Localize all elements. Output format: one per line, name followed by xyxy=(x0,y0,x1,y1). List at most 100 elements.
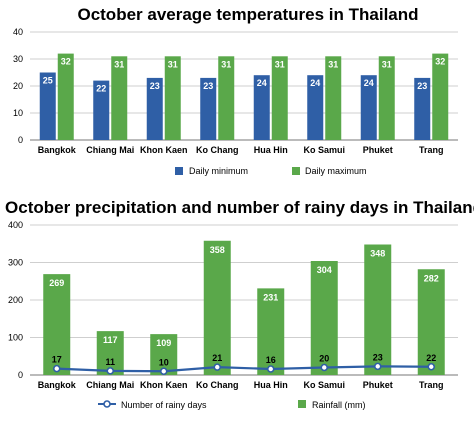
rainy-days-value-label: 16 xyxy=(266,355,276,365)
temperature-y-tick-label: 10 xyxy=(13,108,23,118)
bar-value-label: 109 xyxy=(156,338,171,348)
rainy-days-value-label: 17 xyxy=(52,355,62,365)
temperature-x-tick-hua-hin: Hua Hin xyxy=(254,145,288,155)
temperature-bars: 25 32 22 31 23 31 23 31 24 31 24 31 24 31 23 32 xyxy=(39,53,449,140)
temperature-x-tick-ko-samui: Ko Samui xyxy=(303,145,345,155)
bar-value-label: 31 xyxy=(382,59,392,69)
bar-value-label: 23 xyxy=(150,81,160,91)
precipitation-x-tick-phuket: Phuket xyxy=(363,380,393,390)
temperature-x-axis: Bangkok Chiang Mai Khon Kaen Ko Chang Hua Hi… xyxy=(38,145,444,155)
legend-marker-rainy-days xyxy=(103,400,111,408)
bar-daily-minimum-trang xyxy=(414,77,431,140)
rainy-days-value-label: 21 xyxy=(212,353,222,363)
rainfall-bars: 269 117 109 358 231 304 348 282 xyxy=(43,240,445,375)
bar-value-label: 24 xyxy=(257,78,267,88)
bar-value-label: 24 xyxy=(310,78,320,88)
bar-value-label: 31 xyxy=(114,59,124,69)
rainy-days-value-label: 22 xyxy=(426,353,436,363)
rainy-days-point-chiang-mai xyxy=(106,367,115,375)
precipitation-y-tick-label: 200 xyxy=(8,295,23,305)
temperature-x-tick-ko-chang: Ko Chang xyxy=(196,145,239,155)
precipitation-x-tick-ko-samui: Ko Samui xyxy=(303,380,345,390)
bar-rainfall-phuket xyxy=(364,244,392,375)
rainy-days-value-label: 20 xyxy=(319,354,329,364)
rainy-days-point-hua-hin xyxy=(266,365,275,373)
bar-rainfall-trang xyxy=(417,269,445,375)
legend-label-rainy-days: Number of rainy days xyxy=(121,400,207,410)
bar-value-label: 31 xyxy=(328,59,338,69)
bar-daily-maximum-phuket xyxy=(378,56,395,140)
precipitation-x-tick-ko-chang: Ko Chang xyxy=(196,380,239,390)
bar-daily-minimum-phuket xyxy=(360,75,377,140)
bar-value-label: 24 xyxy=(364,78,374,88)
precipitation-legend: Number of rainy days Rainfall (mm) xyxy=(98,400,366,410)
precipitation-y-axis: 0 100 200 300 400 xyxy=(8,220,23,380)
rainy-days-point-trang xyxy=(427,362,436,371)
precipitation-y-tick-label: 300 xyxy=(8,258,23,268)
bar-rainfall-ko-chang xyxy=(203,240,231,375)
temperature-y-tick-label: 40 xyxy=(13,27,23,37)
bar-rainfall-bangkok xyxy=(43,274,71,375)
precipitation-chart-title: October precipitation and number of rain… xyxy=(5,198,474,217)
bar-daily-minimum-khon-kaen xyxy=(146,77,163,140)
bar-daily-minimum-ko-chang xyxy=(200,77,217,140)
bar-value-label: 231 xyxy=(263,292,278,302)
temperature-x-tick-khon-kaen: Khon Kaen xyxy=(140,145,188,155)
precipitation-y-tick-label: 100 xyxy=(8,333,23,343)
bar-value-label: 304 xyxy=(317,265,332,275)
rainy-days-value-label: 11 xyxy=(105,357,115,367)
bar-daily-minimum-ko-samui xyxy=(307,75,324,140)
rainy-days-point-phuket xyxy=(373,362,382,371)
precipitation-y-tick-label: 400 xyxy=(8,220,23,230)
bar-value-label: 282 xyxy=(424,273,439,283)
bar-value-label: 31 xyxy=(168,59,178,69)
temperature-chart: October average temperatures in Thailand… xyxy=(13,5,458,176)
bar-value-label: 31 xyxy=(275,59,285,69)
temperature-x-tick-bangkok: Bangkok xyxy=(38,145,77,155)
bar-daily-maximum-hua-hin xyxy=(271,56,288,140)
rainy-days-line: 17 11 10 21 16 20 23 22 xyxy=(52,352,436,376)
legend-swatch-daily-maximum xyxy=(292,167,300,175)
bar-daily-maximum-bangkok xyxy=(57,53,74,140)
bar-value-label: 117 xyxy=(103,335,118,345)
temperature-y-axis: 0 10 20 30 40 xyxy=(13,27,23,145)
bar-rainfall-ko-samui xyxy=(310,261,338,375)
bar-daily-minimum-bangkok xyxy=(39,72,56,140)
temperature-x-tick-phuket: Phuket xyxy=(363,145,393,155)
bar-value-label: 32 xyxy=(435,57,445,67)
rainy-days-value-label: 10 xyxy=(159,357,169,367)
legend-label-daily-maximum: Daily maximum xyxy=(305,166,367,176)
bar-rainfall-hua-hin xyxy=(257,288,285,375)
bar-value-label: 358 xyxy=(210,245,225,255)
temperature-x-tick-chiang-mai: Chiang Mai xyxy=(86,145,134,155)
temperature-x-tick-trang: Trang xyxy=(419,145,444,155)
legend-label-daily-minimum: Daily minimum xyxy=(189,166,248,176)
rainy-days-point-ko-samui xyxy=(320,363,329,372)
rainy-days-point-bangkok xyxy=(52,364,61,373)
bar-daily-maximum-trang xyxy=(432,53,449,140)
rainy-days-point-ko-chang xyxy=(213,363,222,371)
temperature-chart-title: October average temperatures in Thailand xyxy=(77,5,418,24)
legend-swatch-daily-minimum xyxy=(175,167,183,175)
temperature-y-tick-label: 0 xyxy=(18,135,23,145)
precipitation-x-tick-bangkok: Bangkok xyxy=(38,380,77,390)
bar-value-label: 22 xyxy=(96,84,106,94)
precipitation-x-tick-hua-hin: Hua Hin xyxy=(254,380,288,390)
temperature-y-tick-label: 30 xyxy=(13,54,23,64)
bar-value-label: 23 xyxy=(203,81,213,91)
legend-swatch-rainfall xyxy=(298,400,306,408)
bar-daily-minimum-chiang-mai xyxy=(93,80,110,140)
bar-value-label: 23 xyxy=(417,81,427,91)
precipitation-x-tick-chiang-mai: Chiang Mai xyxy=(86,380,134,390)
bar-daily-maximum-khon-kaen xyxy=(164,56,181,140)
bar-value-label: 269 xyxy=(49,278,64,288)
bar-daily-maximum-chiang-mai xyxy=(111,56,128,140)
precipitation-y-tick-label: 0 xyxy=(18,370,23,380)
bar-value-label: 31 xyxy=(221,59,231,69)
bar-value-label: 32 xyxy=(61,57,71,67)
bar-value-label: 348 xyxy=(370,249,385,259)
precipitation-gridlines xyxy=(30,224,458,376)
precipitation-x-tick-trang: Trang xyxy=(419,380,444,390)
precipitation-chart: October precipitation and number of rain… xyxy=(5,198,474,410)
legend-label-rainfall: Rainfall (mm) xyxy=(312,400,366,410)
